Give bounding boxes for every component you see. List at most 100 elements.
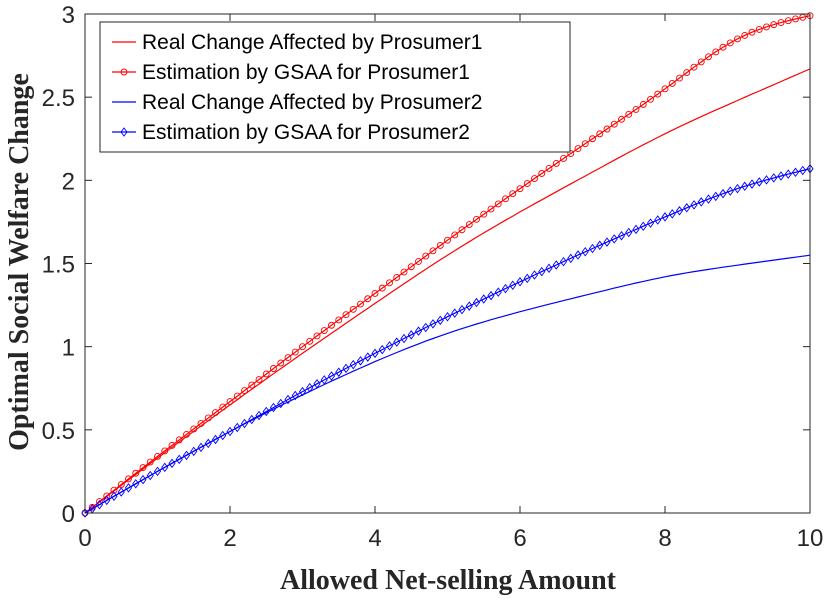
data-point [733, 183, 742, 194]
data-point [530, 270, 539, 280]
data-point [248, 381, 256, 389]
legend-label: Real Change Affected by Prosumer2 [142, 91, 482, 114]
data-point [683, 203, 691, 213]
data-point [95, 499, 104, 510]
data-point [748, 179, 756, 189]
data-point [335, 367, 343, 377]
data-point [777, 19, 785, 27]
data-point [719, 188, 727, 199]
legend-item: Real Change Affected by Prosumer2 [112, 91, 482, 114]
data-point [501, 283, 510, 294]
data-point [284, 394, 292, 405]
data-point [726, 39, 734, 47]
data-point [675, 206, 684, 216]
data-point [349, 359, 357, 370]
data-point [603, 237, 611, 247]
data-point [661, 85, 669, 93]
series-1 [84, 68, 811, 514]
data-point [378, 284, 386, 292]
data-point [531, 175, 538, 182]
data-point [400, 333, 408, 344]
data-point [734, 35, 741, 43]
data-point [335, 316, 343, 324]
data-point [233, 422, 241, 433]
data-point [190, 425, 198, 433]
series-line [84, 68, 811, 514]
data-point [320, 327, 328, 335]
data-point [284, 354, 292, 361]
data-point [480, 210, 488, 218]
x-tick-label: 2 [223, 525, 236, 552]
data-point [588, 243, 597, 254]
data-point [393, 273, 401, 281]
axes: 0 2 4 6 8 10 0 0.5 1 1.5 2 2.5 3 [42, 2, 824, 552]
series-4 [81, 163, 814, 518]
data-point [313, 379, 321, 389]
data-point [574, 250, 582, 260]
data-point [422, 322, 430, 333]
data-point [371, 289, 379, 297]
data-point [509, 280, 517, 290]
data-point [117, 487, 125, 497]
data-point [697, 58, 705, 66]
data-point [183, 430, 190, 438]
data-point [567, 253, 575, 264]
legend-label: Estimation by GSAA for Prosumer2 [142, 121, 470, 144]
data-point [668, 209, 676, 219]
data-point [741, 181, 749, 192]
data-point [632, 224, 640, 235]
x-tick-label: 4 [368, 525, 381, 552]
data-point [719, 43, 727, 51]
data-point [168, 458, 176, 469]
legend-item: Estimation by GSAA for Prosumer1 [112, 61, 470, 84]
data-point [240, 418, 249, 429]
data-point [581, 247, 589, 257]
data-point [487, 205, 495, 213]
data-point [712, 191, 720, 202]
y-tick-label: 2 [62, 168, 75, 195]
data-point [567, 150, 575, 157]
legend-label: Estimation by GSAA for Prosumer1 [142, 61, 470, 84]
data-point [255, 410, 263, 421]
data-point [327, 371, 336, 381]
data-point [502, 195, 509, 203]
data-point [589, 135, 596, 143]
data-point [661, 212, 669, 222]
data-point [219, 403, 227, 411]
data-point [770, 21, 778, 29]
data-point [291, 348, 299, 356]
data-point [356, 356, 365, 366]
data-point [313, 332, 321, 340]
plot-area [81, 12, 814, 518]
data-point [625, 110, 633, 118]
data-point [429, 319, 437, 329]
data-point [748, 28, 756, 36]
x-tick-label: 8 [658, 525, 671, 552]
data-point [211, 434, 220, 445]
data-point [103, 495, 111, 506]
data-point [146, 470, 154, 481]
data-point [255, 376, 263, 383]
data-point [429, 247, 437, 255]
legend-marker [120, 68, 128, 76]
data-point [523, 273, 531, 284]
legend-label: Real Change Affected by Prosumer1 [142, 31, 482, 54]
data-point [610, 234, 618, 244]
data-point [393, 337, 401, 347]
series-line [84, 168, 811, 514]
x-tick-label: 10 [797, 525, 824, 552]
data-point [444, 236, 451, 244]
data-point [494, 200, 502, 208]
data-point [784, 17, 792, 25]
legend-item: Estimation by GSAA for Prosumer2 [112, 121, 470, 144]
y-tick-label: 2.5 [42, 85, 75, 112]
data-point [777, 171, 785, 181]
data-point [538, 266, 546, 277]
data-point [559, 256, 568, 267]
data-point [654, 215, 662, 225]
data-point [676, 74, 683, 82]
data-point [139, 474, 147, 485]
data-point [618, 115, 625, 123]
series-3 [84, 254, 811, 514]
